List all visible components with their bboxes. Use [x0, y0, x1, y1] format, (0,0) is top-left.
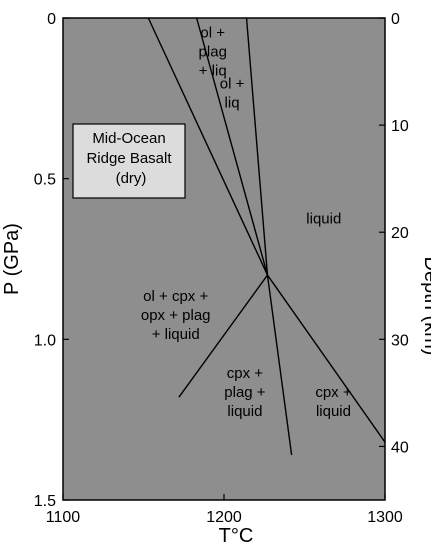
phase-field-2: ol + liq [220, 76, 245, 112]
phase-field-label-line: liq [225, 95, 240, 112]
phase-field-label-line: liquid [316, 403, 351, 420]
x-tick-label: 1200 [206, 509, 242, 526]
phase-field-label-line: cpx + [227, 365, 264, 382]
phase-boundary-6 [266, 274, 386, 443]
phase-field-label-line: liquid [306, 211, 341, 228]
phase-field-1: ol + plag + liq [199, 24, 227, 79]
phase-field-3: liquid [306, 211, 341, 228]
y-left-tick-label: 1.5 [34, 493, 56, 510]
x-tick-label: 1100 [46, 509, 81, 526]
phase-field-label-line: ol + cpx + [143, 288, 208, 305]
phase-boundary-3 [245, 17, 269, 276]
y-right-tick-label: 40 [391, 439, 409, 456]
x-axis-title: T°C [219, 525, 254, 546]
phase-field-label-line: + liq [199, 62, 227, 79]
phase-field-6: cpx + liquid [315, 384, 352, 420]
x-tick-label: 1300 [367, 509, 403, 526]
phase-field-label-line: ol + [200, 24, 225, 41]
phase-field-label-line: plag [199, 43, 227, 60]
phase-field-label-line: + liquid [152, 326, 200, 343]
plot-area [62, 17, 386, 501]
phase-boundary-2 [195, 17, 269, 276]
phase-field-5: cpx + plag + liquid [224, 365, 266, 420]
phase-boundary-5 [266, 274, 293, 456]
phase-field-label-line: cpx + [315, 384, 352, 401]
y-left-tick-label: 0 [47, 11, 56, 28]
axis-ticks: 1100 1200 1300 0 0.5 1.0 1.5 0 10 20 30 40 [34, 11, 409, 526]
y-right-tick-label: 20 [391, 225, 409, 242]
y-left-tick-label: 1.0 [34, 332, 56, 349]
phase-field-label-line: ol + [220, 76, 245, 93]
phase-field-label-line: opx + plag [141, 307, 211, 324]
sample-label-line-3: (dry) [116, 170, 147, 187]
phase-field-label-line: liquid [227, 403, 262, 420]
y-right-tick-label: 30 [391, 332, 409, 349]
y-right-tick-label: 0 [391, 11, 400, 28]
y-right-tick-label: 10 [391, 118, 409, 135]
y-left-tick-label: 0.5 [34, 172, 56, 189]
sample-label-box: Mid-Ocean Ridge Basalt (dry) [72, 123, 186, 199]
sample-label-line-1: Mid-Ocean [92, 130, 165, 147]
phase-field-label-line: plag + [224, 384, 266, 401]
phase-boundary-4 [178, 274, 269, 398]
boundary-lines [147, 17, 386, 456]
sample-label-line-2: Ridge Basalt [86, 150, 172, 167]
y-axis-right-title: Depth (km) [420, 257, 431, 356]
phase-boundary-1 [147, 17, 269, 276]
y-axis-left-title: P (GPa) [1, 223, 23, 295]
phase-field-4: ol + cpx + opx + plag + liquid [141, 288, 211, 343]
